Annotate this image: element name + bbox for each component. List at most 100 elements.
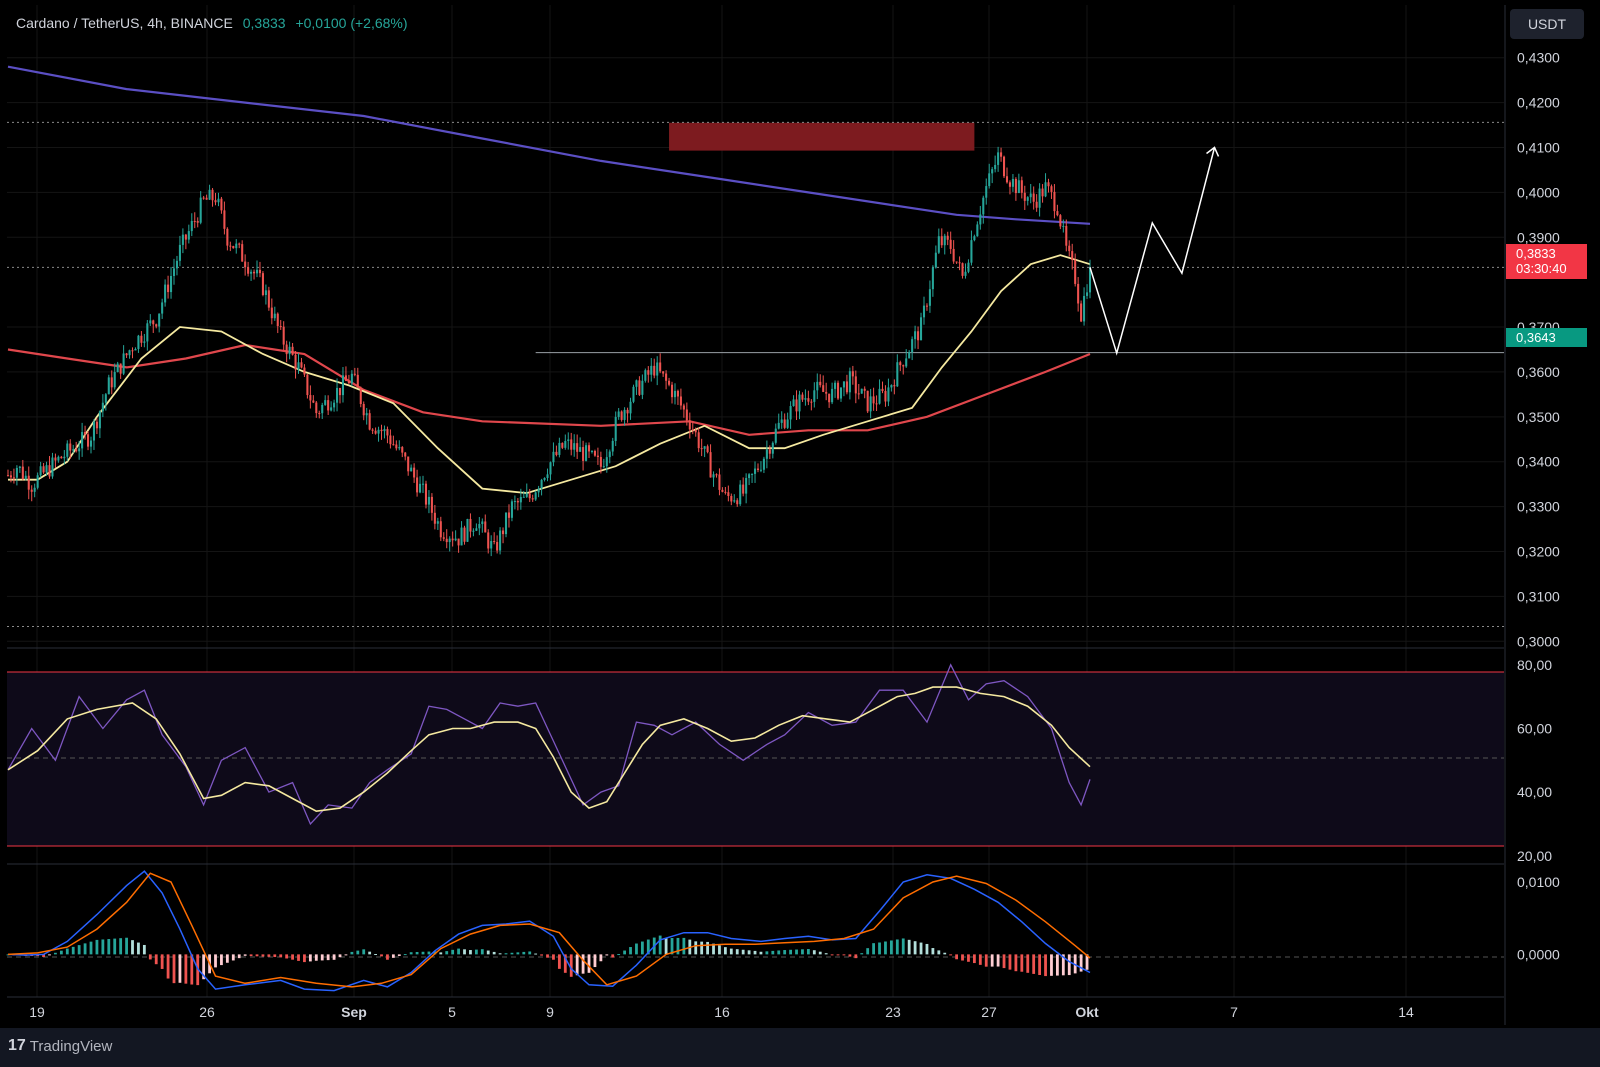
candle-body xyxy=(522,496,525,498)
signal-line xyxy=(7,872,1091,988)
currency-button[interactable]: USDT xyxy=(1510,9,1584,39)
candle-body xyxy=(1062,225,1065,227)
candle-body xyxy=(202,197,205,199)
candle-body xyxy=(472,530,475,532)
candle-body xyxy=(401,447,404,453)
macd-histogram-bar xyxy=(860,953,864,955)
tradingview-name: TradingView xyxy=(29,1037,113,1055)
macd-histogram-bar xyxy=(1050,954,1053,976)
candle-body xyxy=(333,402,336,408)
tradingview-brand[interactable]: 17 TradingView xyxy=(8,1037,112,1055)
candle-body xyxy=(786,419,789,428)
candle-body xyxy=(925,305,928,307)
footer-bar xyxy=(0,1028,1600,1067)
macd-histogram-bar xyxy=(160,954,164,969)
candle-body xyxy=(614,416,617,441)
candle-body xyxy=(110,377,113,388)
price-axis-label: 0,3600 xyxy=(1517,364,1560,380)
ema-mid-line xyxy=(7,343,1091,436)
macd-histogram-bar xyxy=(59,950,63,955)
macd-histogram-bar xyxy=(1061,954,1065,976)
candle-body xyxy=(1000,152,1003,157)
candle-body xyxy=(668,380,671,385)
macd-histogram-bar xyxy=(534,953,538,955)
macd-histogram-bar xyxy=(332,954,336,960)
macd-histogram-bar xyxy=(1044,954,1047,977)
macd-line xyxy=(7,870,1091,992)
candle-body xyxy=(84,432,87,435)
candle-body xyxy=(347,380,350,384)
candle-body xyxy=(748,474,751,479)
candle-body xyxy=(288,346,291,355)
macd-histogram-bar xyxy=(397,954,401,956)
candle-body xyxy=(487,532,490,549)
candle-body xyxy=(146,323,149,342)
candle-body xyxy=(451,538,454,541)
macd-histogram-bar xyxy=(795,949,798,955)
candle-body xyxy=(1011,178,1014,187)
candle-body xyxy=(1008,182,1011,187)
macd-histogram-bar xyxy=(474,949,478,955)
candle-body xyxy=(104,394,107,403)
candle-body xyxy=(81,432,84,449)
macd-histogram-bar xyxy=(65,948,69,955)
macd-histogram-bar xyxy=(374,954,377,956)
candle-body xyxy=(161,302,164,314)
macd-histogram-bar xyxy=(125,937,128,955)
macd-histogram-bar xyxy=(142,944,146,955)
macd-histogram-bar xyxy=(753,950,757,955)
candle-body xyxy=(439,521,442,538)
price-axis-label: 0,3000 xyxy=(1517,633,1560,649)
candle-body xyxy=(167,284,170,293)
macd-histogram-bar xyxy=(285,954,289,959)
candle-body xyxy=(427,496,430,505)
candle-body xyxy=(851,371,854,377)
macd-histogram-bar xyxy=(854,954,858,959)
candle-body xyxy=(602,466,605,468)
candle-body xyxy=(63,456,66,459)
macd-histogram-bar xyxy=(504,953,508,955)
price-axis-label: 0,3100 xyxy=(1517,588,1560,604)
candle-body xyxy=(712,474,715,478)
macd-histogram-bar xyxy=(741,949,745,955)
candle-body xyxy=(510,501,513,518)
macd-histogram-bar xyxy=(984,954,988,967)
candle-body xyxy=(819,381,822,386)
candle-body xyxy=(1085,292,1089,296)
candle-body xyxy=(582,447,585,461)
candle-body xyxy=(276,313,279,327)
macd-axis-label: 0,0100 xyxy=(1517,874,1560,890)
candle-body xyxy=(644,370,647,381)
candle-body xyxy=(857,393,860,395)
macd-histogram-bar xyxy=(291,954,294,960)
candle-body xyxy=(516,500,519,503)
candle-body xyxy=(410,467,413,472)
candle-body xyxy=(955,261,958,263)
macd-histogram-bar xyxy=(901,938,905,955)
candle-body xyxy=(119,363,122,374)
candle-body xyxy=(836,382,840,399)
candle-body xyxy=(964,271,967,276)
candle-body xyxy=(549,462,552,475)
candle-body xyxy=(810,401,813,403)
macd-histogram-bar xyxy=(884,941,887,955)
current-price-label: 0,3833 xyxy=(1516,246,1556,261)
macd-histogram-bar xyxy=(919,942,923,955)
candle-body xyxy=(878,388,881,404)
macd-histogram-bar xyxy=(303,954,306,963)
macd-histogram-bar xyxy=(486,950,490,955)
candle-body xyxy=(813,390,816,402)
candle-body xyxy=(36,475,39,488)
candle-body xyxy=(89,440,93,447)
candle-body xyxy=(490,541,493,549)
candle-body xyxy=(943,235,946,246)
macd-histogram-bar xyxy=(380,954,383,957)
candle-body xyxy=(994,164,997,170)
candle-body xyxy=(475,528,478,531)
macd-histogram-bar xyxy=(403,954,407,956)
time-axis-label: 5 xyxy=(448,1004,456,1020)
candle-body xyxy=(199,197,202,223)
candle-body xyxy=(297,362,300,370)
candle-body xyxy=(564,440,567,448)
